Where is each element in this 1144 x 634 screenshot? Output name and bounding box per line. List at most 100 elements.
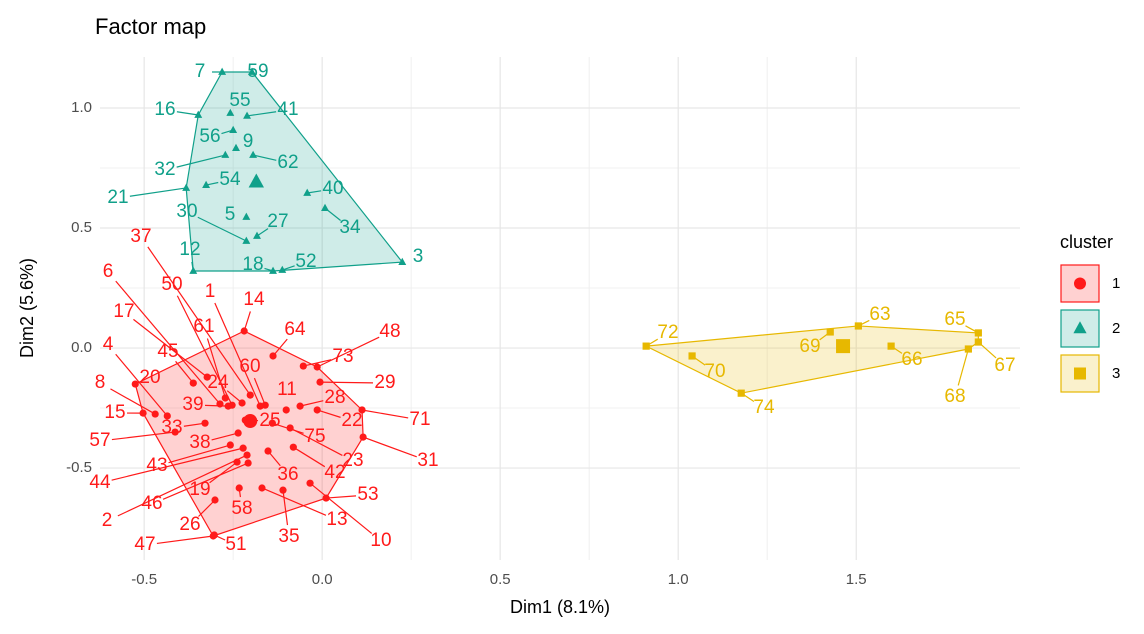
point xyxy=(211,496,218,503)
point-label: 73 xyxy=(332,346,353,367)
point xyxy=(314,363,321,370)
point-label: 44 xyxy=(89,472,111,493)
point xyxy=(190,379,197,386)
point xyxy=(279,487,286,494)
point xyxy=(139,409,146,416)
point xyxy=(316,379,323,386)
point-label: 34 xyxy=(339,217,361,238)
point xyxy=(888,343,895,350)
leader-line xyxy=(320,382,373,383)
x-axis-label: Dim1 (8.1%) xyxy=(510,597,610,617)
legend-symbol xyxy=(1074,278,1086,290)
point xyxy=(975,338,982,345)
point-label: 20 xyxy=(139,367,160,388)
point-label: 38 xyxy=(189,432,210,453)
point xyxy=(688,352,695,359)
point xyxy=(240,445,247,452)
point xyxy=(296,403,303,410)
point xyxy=(283,406,290,413)
point-label: 68 xyxy=(944,386,965,407)
point xyxy=(233,458,240,465)
point-label: 12 xyxy=(179,239,200,260)
point xyxy=(152,410,159,417)
leader-line xyxy=(363,437,417,457)
point-label: 71 xyxy=(409,409,430,430)
point-label: 21 xyxy=(107,187,128,208)
point-label: 39 xyxy=(182,394,203,415)
point xyxy=(269,352,276,359)
point-label: 46 xyxy=(141,493,162,514)
point xyxy=(290,444,297,451)
point xyxy=(247,391,254,398)
point-label: 19 xyxy=(189,479,210,500)
point xyxy=(238,399,245,406)
y-axis-label: Dim2 (5.6%) xyxy=(17,258,37,358)
y-tick-label: 0.5 xyxy=(71,219,92,236)
leader-line xyxy=(157,536,213,543)
point-label: 75 xyxy=(304,426,325,447)
point-label: 67 xyxy=(994,355,1015,376)
chart-title: Factor map xyxy=(95,14,206,39)
point xyxy=(287,424,294,431)
point-label: 1 xyxy=(205,281,216,302)
point-label: 17 xyxy=(113,301,134,322)
point-label: 63 xyxy=(869,304,890,325)
legend-label: 2 xyxy=(1112,320,1120,337)
point-label: 59 xyxy=(247,61,268,82)
point-label: 9 xyxy=(243,131,254,152)
point-label: 33 xyxy=(161,417,182,438)
legend-title: cluster xyxy=(1060,232,1113,252)
point xyxy=(218,68,226,75)
legend-symbol xyxy=(1074,368,1086,380)
point-label: 2 xyxy=(102,510,113,531)
point-label: 22 xyxy=(341,410,362,431)
point xyxy=(827,328,834,335)
point-label: 14 xyxy=(243,289,265,310)
point xyxy=(360,434,367,441)
x-tick-label: 0.0 xyxy=(312,571,333,588)
point xyxy=(965,345,972,352)
point-label: 5 xyxy=(225,204,236,225)
point xyxy=(227,441,234,448)
point-label: 31 xyxy=(417,450,438,471)
point xyxy=(132,380,139,387)
cluster-center xyxy=(836,339,850,353)
point-label: 53 xyxy=(357,484,378,505)
point-label: 43 xyxy=(146,455,167,476)
point-label: 37 xyxy=(130,226,151,247)
y-tick-label: -0.5 xyxy=(66,459,92,476)
point-label: 15 xyxy=(104,402,125,423)
point-label: 29 xyxy=(374,372,395,393)
point xyxy=(201,420,208,427)
point xyxy=(243,452,250,459)
point-label: 16 xyxy=(154,99,175,120)
leader-line xyxy=(362,410,408,418)
point-label: 61 xyxy=(193,316,214,337)
point-label: 25 xyxy=(259,410,280,431)
point xyxy=(300,362,307,369)
point xyxy=(738,390,745,397)
point-label: 69 xyxy=(799,336,820,357)
point-label: 52 xyxy=(295,251,316,272)
point xyxy=(262,402,269,409)
point-label: 55 xyxy=(229,90,250,111)
point-label: 32 xyxy=(154,159,175,180)
point-label: 24 xyxy=(207,372,229,393)
point-label: 3 xyxy=(413,246,424,267)
legend-label: 1 xyxy=(1112,275,1120,292)
point-label: 18 xyxy=(242,254,263,275)
y-tick-label: 0.0 xyxy=(71,339,92,356)
legend-label: 3 xyxy=(1112,365,1120,382)
x-tick-label: 1.5 xyxy=(846,571,867,588)
point-label: 54 xyxy=(219,169,241,190)
point-label: 8 xyxy=(95,372,106,393)
cluster-center xyxy=(243,414,257,428)
point-label: 4 xyxy=(103,334,114,355)
point-label: 56 xyxy=(199,126,220,147)
point-label: 66 xyxy=(901,349,922,370)
point xyxy=(314,406,321,413)
point-label: 6 xyxy=(103,261,114,282)
point-label: 23 xyxy=(342,450,363,471)
point-label: 62 xyxy=(277,152,298,173)
point-label: 45 xyxy=(157,341,178,362)
